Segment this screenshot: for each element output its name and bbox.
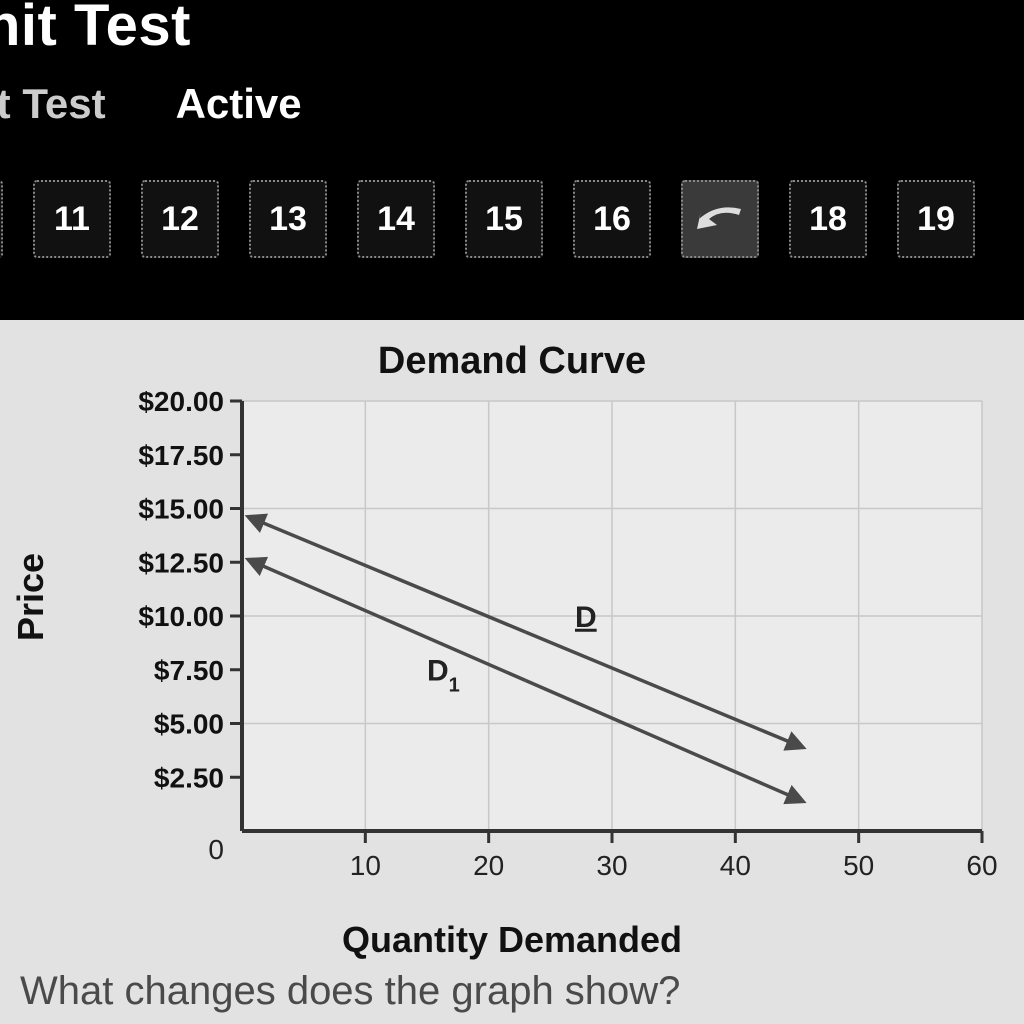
content-area: Demand Curve Price $2.50 $5.00 $7.50 $10.00… <box>0 320 1024 1024</box>
tab-unit-test[interactable]: it Test <box>0 80 106 128</box>
x-axis-label: Quantity Demanded <box>22 919 1002 961</box>
svg-text:0: 0 <box>208 834 224 865</box>
chart-svg: $2.50 $5.00 $7.50 $10.00 $12.50 $15.00 $17.50 $… <box>102 391 1002 911</box>
chart: Price $2.50$5.00$7.50$10.00$12.50$15.00$… <box>22 391 1002 951</box>
ytick-label: $12.50 <box>138 547 224 578</box>
xtick-label: 10 <box>350 850 381 881</box>
xtick-label: 30 <box>596 850 627 881</box>
nav-q-15[interactable]: 15 <box>465 180 543 258</box>
chart-title: Demand Curve <box>0 340 1024 383</box>
tab-active[interactable]: Active <box>176 80 302 128</box>
ytick-label: $17.50 <box>138 440 224 471</box>
nav-back-button[interactable] <box>681 180 759 258</box>
nav-q-11[interactable]: 11 <box>33 180 111 258</box>
question-nav: 11 12 13 14 15 16 18 19 <box>0 180 975 258</box>
nav-q-18[interactable]: 18 <box>789 180 867 258</box>
nav-q-14[interactable]: 14 <box>357 180 435 258</box>
ytick-label: $10.00 <box>138 601 224 632</box>
ytick-label: $2.50 <box>154 762 224 793</box>
ytick-label: $7.50 <box>154 655 224 686</box>
ytick-label: $5.00 <box>154 709 224 740</box>
question-text: What changes does the graph show? <box>20 969 680 1014</box>
header-bar: nit Test it Test Active 11 12 13 14 15 16 18 19 <box>0 0 1024 320</box>
series-label-D: D <box>575 601 597 634</box>
ytick-label: $20.00 <box>138 391 224 417</box>
nav-q-12[interactable]: 12 <box>141 180 219 258</box>
page-title: nit Test <box>0 0 191 59</box>
xtick-label: 40 <box>720 850 751 881</box>
y-axis-label: Price <box>10 553 52 641</box>
nav-q-partial[interactable] <box>0 180 3 258</box>
xtick-label: 50 <box>843 850 874 881</box>
ytick-label: $15.00 <box>138 494 224 525</box>
nav-q-19[interactable]: 19 <box>897 180 975 258</box>
xtick-label: 20 <box>473 850 504 881</box>
back-arrow-icon <box>695 199 745 239</box>
xtick-label: 60 <box>966 850 997 881</box>
nav-q-16[interactable]: 16 <box>573 180 651 258</box>
tabs: it Test Active <box>0 80 302 128</box>
nav-q-13[interactable]: 13 <box>249 180 327 258</box>
